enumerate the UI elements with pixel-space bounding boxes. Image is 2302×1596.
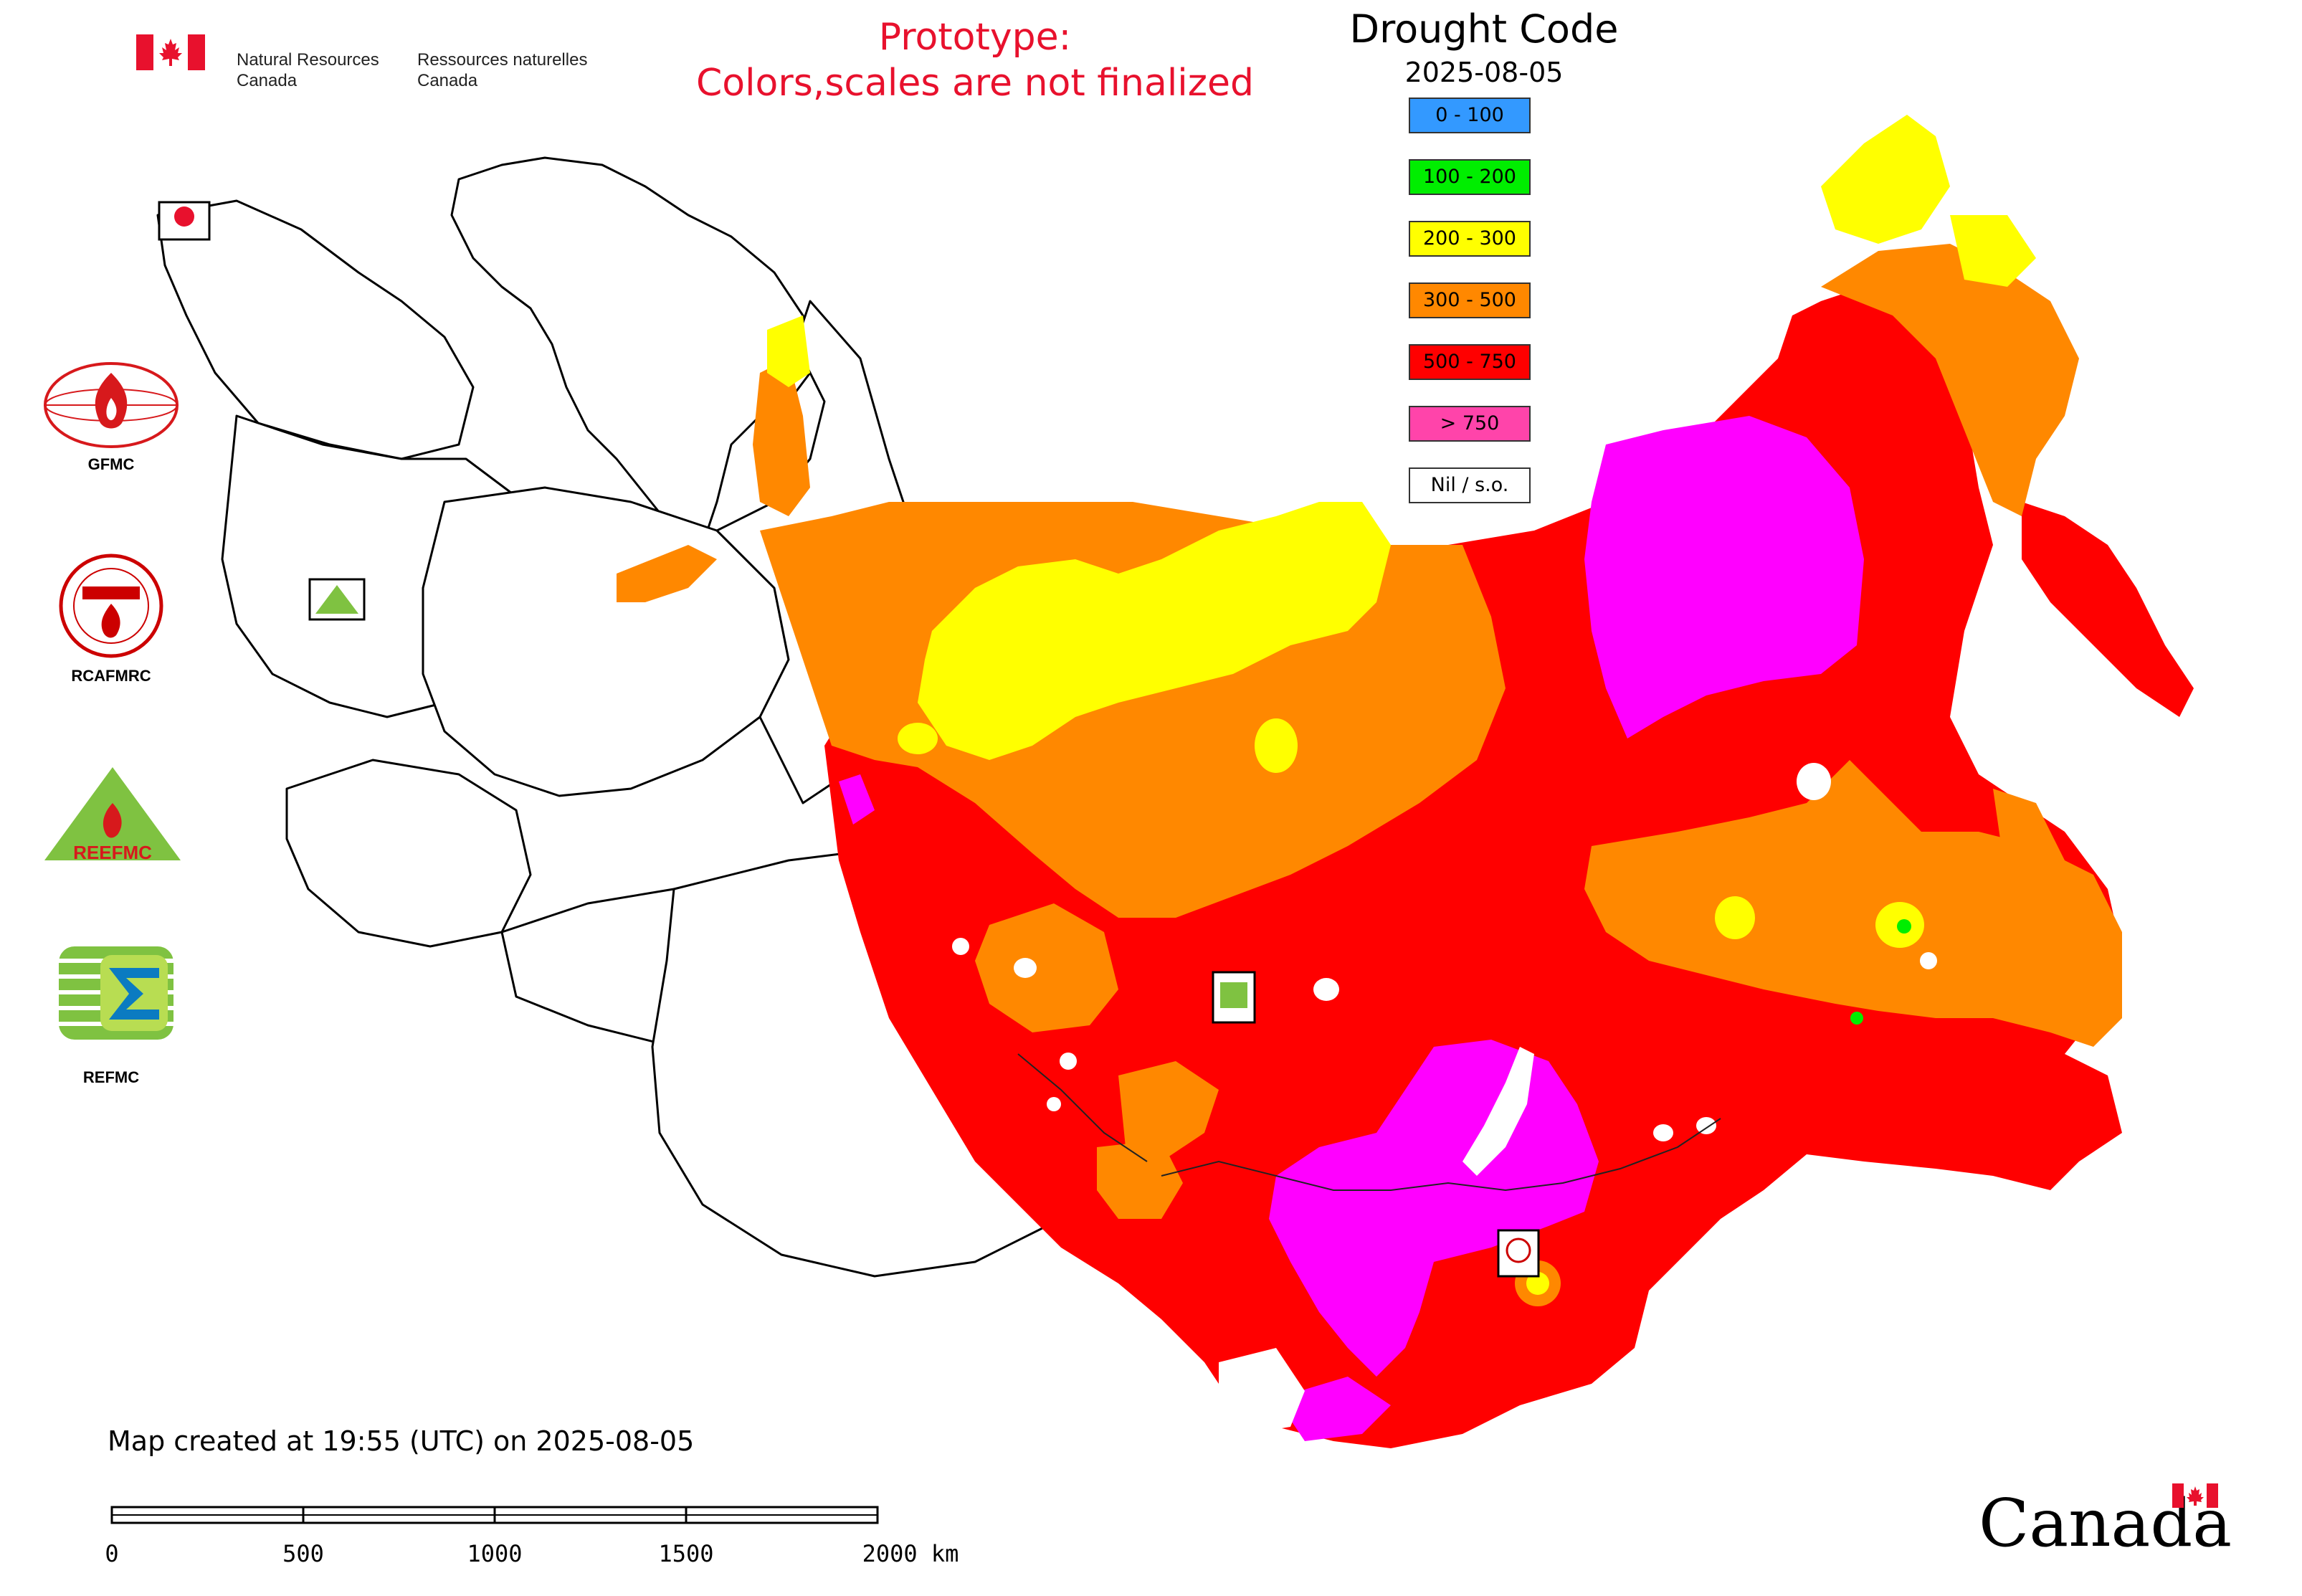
legend-item-nil: Nil / s.o. <box>1409 467 1531 503</box>
zone-yellow-kola <box>767 315 810 387</box>
legend-item-0-100: 0 - 100 <box>1409 98 1531 133</box>
nil-patch <box>1047 1097 1061 1111</box>
legend-item-200-300: 200 - 300 <box>1409 221 1531 257</box>
scale-label-1000: 1000 <box>467 1540 523 1567</box>
scale-label-500: 500 <box>282 1540 324 1567</box>
rcafmrc-marker <box>1497 1229 1540 1278</box>
nil-patch <box>1920 952 1937 969</box>
zone-magenta-west <box>839 774 875 825</box>
nil-patch <box>1060 1053 1077 1070</box>
zone-yellow-ring-center <box>1526 1272 1549 1295</box>
legend-item-100-200: 100 - 200 <box>1409 159 1531 195</box>
gfmc-flame-globe-icon <box>44 362 179 448</box>
zone-red-kamchatka <box>2022 502 2194 717</box>
gfmc-label: GFMC <box>87 455 135 473</box>
zone-yellow-chukotka2 <box>1950 215 2036 287</box>
government-signature: Natural Resources Canada Ressources natur… <box>136 29 595 90</box>
zone-yellow-blob1 <box>1255 718 1298 773</box>
refmc-marker <box>1212 971 1256 1024</box>
scale-label-1500: 1500 <box>658 1540 714 1567</box>
rcafmrc-label: RCAFMRC <box>71 667 151 685</box>
map-markers <box>158 201 1540 1278</box>
nil-patch <box>1797 763 1831 800</box>
zone-yellow-blob3 <box>1715 896 1755 939</box>
refmc-label: REFMC <box>82 1068 140 1086</box>
canada-wordmark: Canada <box>1979 1483 2232 1567</box>
zone-orange-norway <box>617 545 717 602</box>
org-name-en: Natural Resources Canada <box>237 50 379 90</box>
wordmark-flag-icon <box>2172 1483 2218 1508</box>
reefmc-triangle-icon: REEFMC <box>44 767 181 863</box>
rcafmrc-seal-icon <box>59 554 163 658</box>
zone-green-speck <box>1897 919 1911 934</box>
nil-patch <box>952 938 969 955</box>
map-created-timestamp: Map created at 19:55 (UTC) on 2025-08-05 <box>108 1425 695 1457</box>
legend-item-300-500: 300 - 500 <box>1409 282 1531 318</box>
gfmc-logo <box>39 358 183 452</box>
scale-bar: 0 500 1000 1500 2000 km <box>100 1491 961 1577</box>
nil-south-mongolia <box>1219 1348 1305 1434</box>
zone-yellow-chukotka <box>1821 115 1950 244</box>
nil-patch <box>1653 1124 1673 1141</box>
legend-item-500-750: 500 - 750 <box>1409 344 1531 380</box>
legend-item-over-750: > 750 <box>1409 406 1531 442</box>
rcafmrc-logo <box>57 552 165 660</box>
prototype-notice: Prototype: Colors,scales are not finaliz… <box>631 14 1319 106</box>
zone-orange-sakhalin <box>1993 789 2093 975</box>
svg-text:REEFMC: REEFMC <box>73 842 152 863</box>
reefmc-logo: REEFMC <box>37 760 188 875</box>
nil-patch <box>1696 1117 1716 1134</box>
zone-orange-blob3 <box>1097 1140 1183 1219</box>
scale-label-2000: 2000 km <box>862 1540 959 1567</box>
zone-orange-chukotka <box>1821 244 2079 516</box>
zone-yellow-blob2 <box>898 723 938 754</box>
europe-outline <box>156 199 475 460</box>
nil-patch <box>1313 978 1339 1001</box>
lake-baikal <box>1462 1047 1534 1176</box>
zone-green-speck <box>1850 1012 1863 1025</box>
legend-title: Drought Code <box>1349 6 1619 52</box>
zone-magenta-south <box>1276 1377 1391 1441</box>
scandinavia-outline <box>450 156 812 546</box>
legend: Drought Code 2025-08-05 0 - 100 100 - 20… <box>1305 4 1663 503</box>
zone-magenta-yakutia <box>1584 416 1864 738</box>
canada-flag-icon <box>136 34 205 70</box>
notice-line-1: Prototype: <box>878 16 1072 59</box>
org-name-fr: Ressources naturelles Canada <box>417 50 588 90</box>
internal-borders <box>1017 1053 1721 1192</box>
legend-date: 2025-08-05 <box>1404 57 1564 88</box>
notice-line-2: Colors,scales are not finalized <box>695 62 1255 105</box>
nil-patch <box>1014 958 1037 978</box>
refmc-logo <box>59 946 173 1040</box>
zone-orange-east <box>1584 760 2122 1047</box>
drought-zones <box>617 115 2194 1448</box>
scale-label-0: 0 <box>105 1540 119 1567</box>
zone-yellow-north <box>918 502 1391 760</box>
refmc-sigma-icon <box>59 946 173 1040</box>
zone-orange-kola <box>753 358 810 516</box>
zone-orange-blob1 <box>975 903 1118 1032</box>
zone-orange-blob2 <box>1118 1061 1219 1162</box>
balkans-outline <box>285 759 532 948</box>
